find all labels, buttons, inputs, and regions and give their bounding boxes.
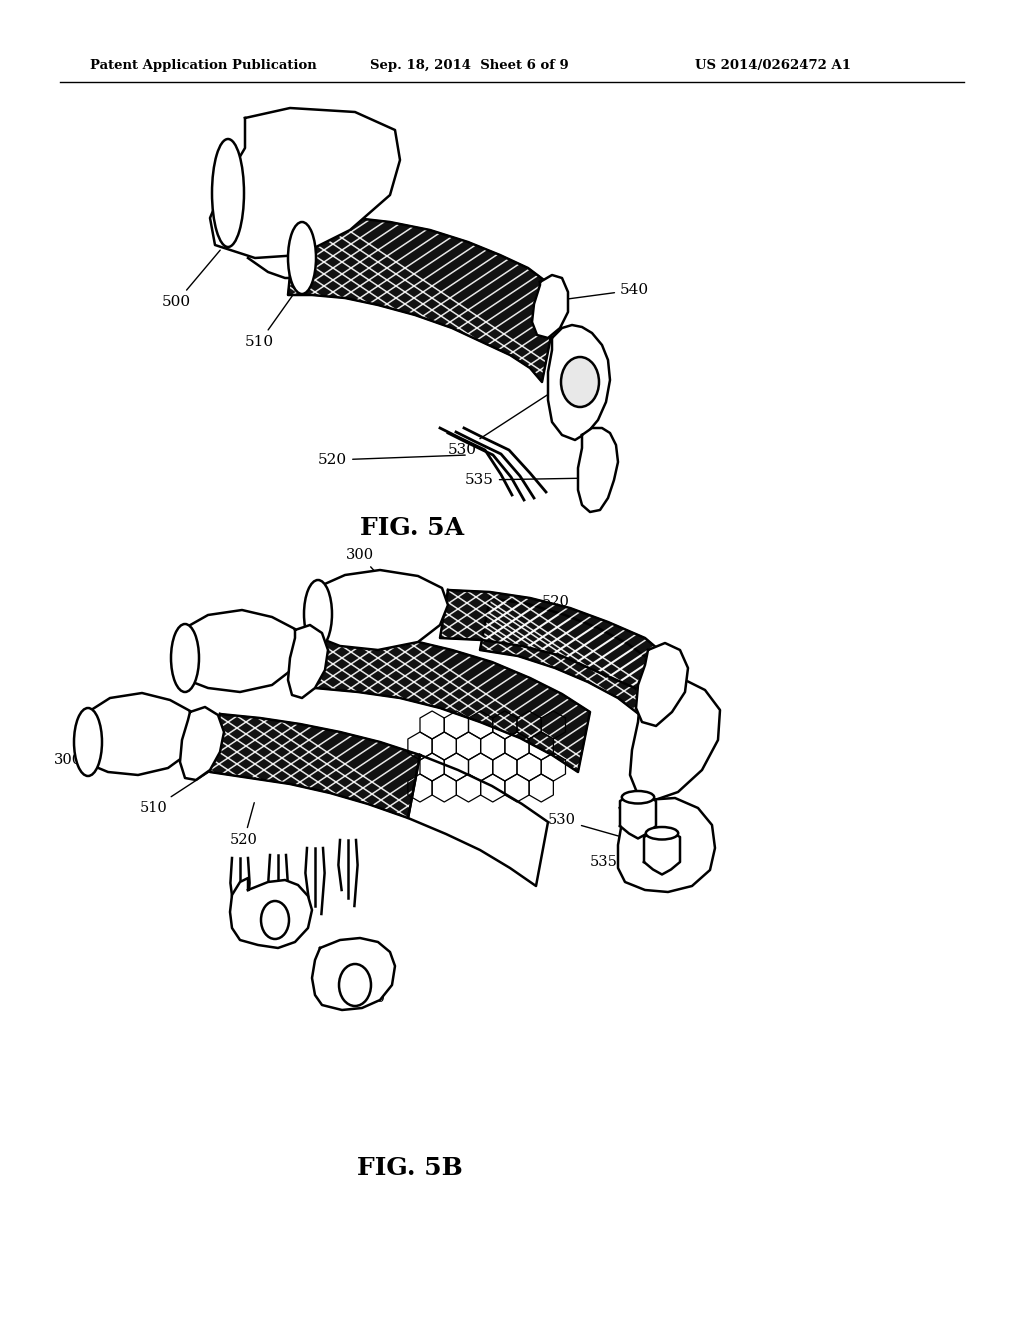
Text: 300: 300 [54,731,123,767]
Polygon shape [288,218,558,381]
Text: 520: 520 [513,595,570,619]
Polygon shape [532,275,568,338]
Polygon shape [440,590,665,705]
Polygon shape [312,939,395,1010]
Text: Patent Application Publication: Patent Application Publication [90,58,316,71]
Ellipse shape [339,964,371,1006]
Polygon shape [315,632,590,772]
Text: 500: 500 [162,249,220,309]
Polygon shape [618,799,715,892]
Polygon shape [578,428,618,512]
Polygon shape [548,325,610,440]
Ellipse shape [288,222,316,294]
Ellipse shape [646,828,678,840]
Polygon shape [180,708,224,780]
Text: 535: 535 [465,473,592,487]
Ellipse shape [261,902,289,939]
Polygon shape [636,643,688,726]
Polygon shape [644,829,680,874]
Text: 540: 540 [563,282,649,300]
Text: 520: 520 [225,634,296,667]
Text: 520: 520 [230,803,258,847]
Text: US 2014/0262472 A1: US 2014/0262472 A1 [695,58,851,71]
Polygon shape [480,598,650,715]
Text: FIG. 5A: FIG. 5A [360,516,464,540]
Text: 530: 530 [354,977,386,1005]
Text: FIG. 5B: FIG. 5B [357,1156,463,1180]
Polygon shape [80,693,198,775]
Polygon shape [210,108,400,257]
Ellipse shape [561,356,599,407]
Text: 530: 530 [449,389,556,457]
Text: 510: 510 [140,771,210,814]
Polygon shape [178,610,302,692]
Text: 535: 535 [590,849,666,869]
Polygon shape [210,714,420,818]
Polygon shape [308,570,449,649]
Ellipse shape [304,579,332,648]
Text: 520: 520 [318,453,465,467]
Ellipse shape [212,139,244,247]
Text: 300: 300 [346,548,376,573]
Polygon shape [630,680,720,800]
Text: Sep. 18, 2014  Sheet 6 of 9: Sep. 18, 2014 Sheet 6 of 9 [370,58,568,71]
Ellipse shape [622,791,654,804]
Polygon shape [230,878,312,948]
Text: 545: 545 [658,665,686,692]
Polygon shape [288,624,328,698]
Text: 530: 530 [548,813,647,845]
Text: 510: 510 [245,288,298,348]
Ellipse shape [74,708,102,776]
Polygon shape [620,793,656,838]
Polygon shape [408,755,548,886]
Ellipse shape [171,624,199,692]
Text: 300: 300 [203,611,253,640]
